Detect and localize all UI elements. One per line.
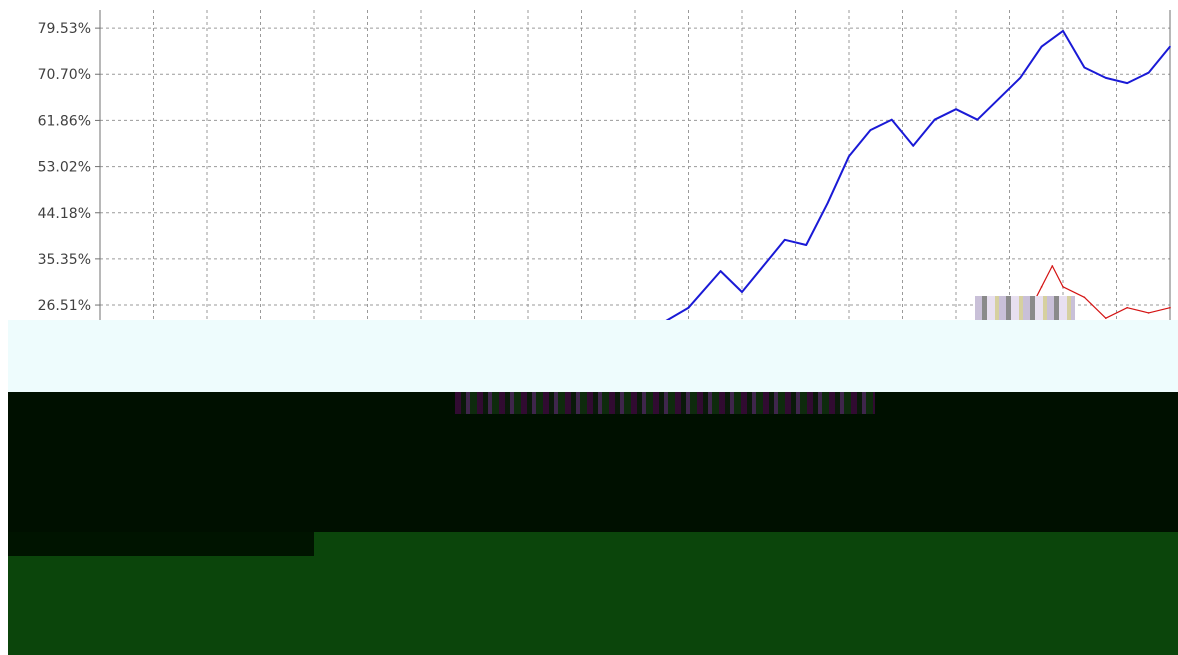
series-1-point — [719, 270, 722, 272]
series-1-point — [976, 118, 979, 121]
series-1-point — [1040, 45, 1043, 48]
series-2-point — [1051, 265, 1054, 267]
series-1-point — [1019, 77, 1021, 79]
series-1-point — [891, 118, 893, 121]
series-1-point — [1126, 82, 1128, 84]
grid — [99, 10, 1171, 420]
series-2-point — [1147, 312, 1150, 314]
series-1-point — [955, 108, 957, 111]
series-2-point — [1169, 306, 1171, 309]
overlay-noise-strip — [455, 392, 875, 414]
series-1-point — [741, 291, 743, 293]
series-1-point — [998, 97, 1000, 100]
series-2-point — [1083, 296, 1086, 299]
overlay-noise-patch — [975, 296, 1075, 320]
y-tick-label: 35.35% — [38, 252, 91, 268]
y-tick-label: 44.18% — [38, 206, 91, 222]
y-tick-label: 70.70% — [38, 67, 91, 83]
series-1-point — [687, 306, 690, 309]
series-1-point — [1105, 77, 1107, 79]
series-1-point — [1083, 66, 1086, 69]
y-tick-label: 61.86% — [38, 113, 91, 129]
series-1-point — [826, 202, 829, 205]
series-1-point — [912, 144, 914, 147]
series-1-point — [1062, 30, 1064, 32]
series-2-point — [1040, 286, 1043, 288]
overlay-band-dark — [8, 392, 1178, 532]
series-1-point — [762, 265, 765, 267]
series-1-point — [933, 118, 936, 121]
y-tick-label: 53.02% — [38, 160, 91, 176]
overlay-band-green-dark — [8, 532, 314, 556]
series-1-point — [1147, 71, 1150, 74]
y-tick-label: 26.51% — [38, 298, 91, 314]
overlay-band-light — [8, 320, 1178, 392]
series-2-point — [1062, 286, 1064, 288]
y-tick-label: 79.53% — [38, 21, 91, 37]
series-1-point — [805, 244, 807, 246]
series-1-point — [784, 239, 786, 241]
series-1-point — [869, 129, 872, 131]
series-1-point — [848, 155, 850, 158]
series-1-point — [1169, 45, 1171, 48]
series-2-point — [1105, 317, 1107, 319]
series-2-point — [1126, 306, 1128, 309]
